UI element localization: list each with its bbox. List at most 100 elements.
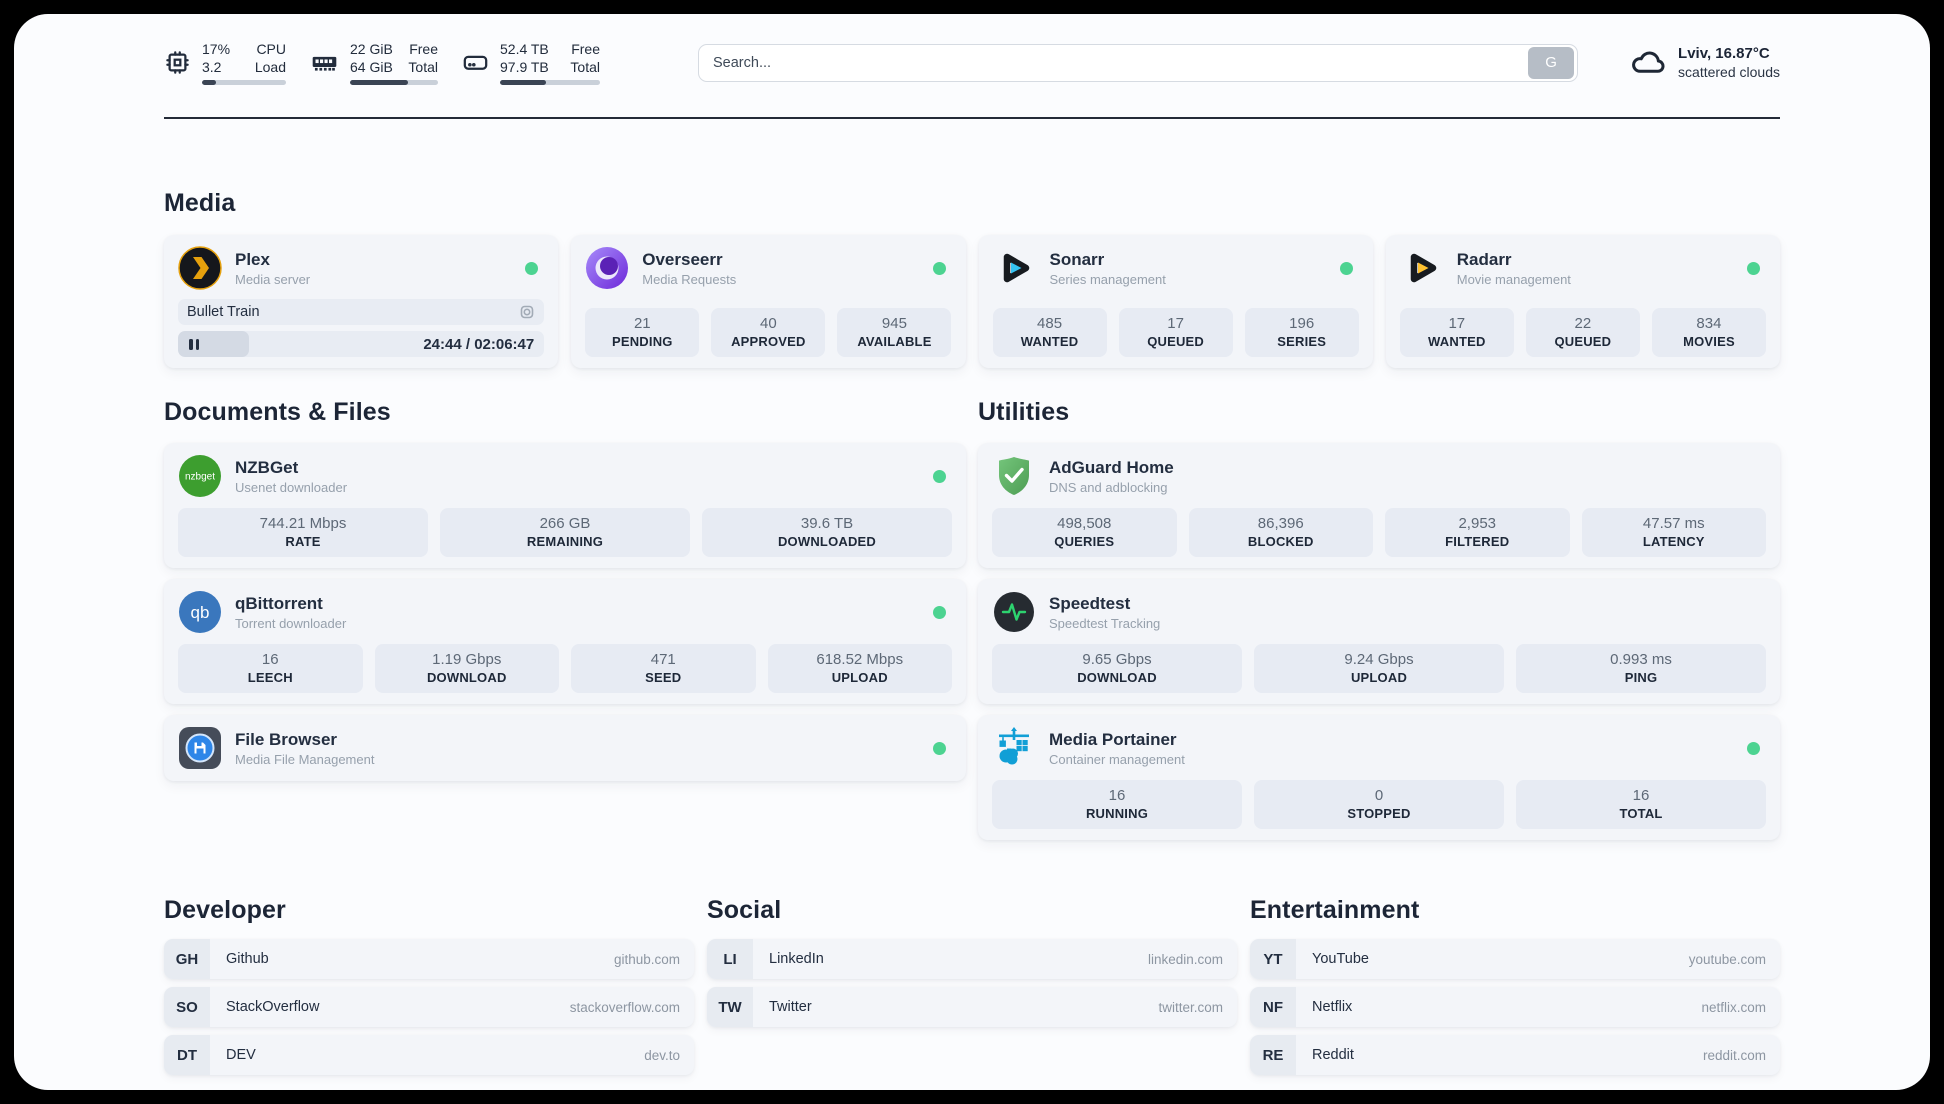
playback-progress-bar: 24:44 / 02:06:47 bbox=[178, 331, 545, 358]
app-card-filebrowser[interactable]: File Browser Media File Management bbox=[164, 715, 966, 782]
app-card-plex[interactable]: Plex Media server Bullet Train bbox=[164, 235, 559, 369]
stat-pill: 834 MOVIES bbox=[1651, 308, 1766, 358]
app-subtitle: Media Requests bbox=[642, 272, 737, 288]
radarr-icon bbox=[1400, 246, 1444, 290]
bookmark-tag: LI bbox=[707, 939, 753, 980]
qbittorrent-icon: qb bbox=[178, 590, 222, 634]
app-title: AdGuard Home bbox=[1049, 457, 1174, 477]
status-online-dot bbox=[1747, 261, 1760, 275]
cloud-icon bbox=[1630, 45, 1666, 81]
bookmark-tag: RE bbox=[1250, 1035, 1296, 1076]
bookmark-tag: SO bbox=[164, 987, 210, 1028]
app-card-overseerr[interactable]: Overseerr Media Requests 21 PENDING 40 APP… bbox=[571, 235, 966, 369]
top-bar: 17% 3.2 CPU Load bbox=[164, 14, 1780, 86]
app-subtitle: DNS and adblocking bbox=[1049, 480, 1168, 496]
pause-icon[interactable] bbox=[187, 337, 201, 352]
stat-pill: 9.65 Gbps DOWNLOAD bbox=[992, 644, 1242, 694]
section-title-entertainment: Entertainment bbox=[1250, 896, 1420, 925]
status-online-dot bbox=[932, 261, 946, 275]
stat-pill: 1.19 Gbps DOWNLOAD bbox=[374, 644, 559, 694]
bookmark-url: linkedin.com bbox=[1147, 951, 1223, 967]
bookmark-name: Reddit bbox=[1312, 1047, 1354, 1064]
bookmark-url: twitter.com bbox=[1158, 999, 1223, 1015]
ram-icon bbox=[310, 49, 339, 76]
app-title: qBittorrent bbox=[235, 593, 323, 613]
disk-icon bbox=[462, 49, 489, 76]
bookmark-youtube[interactable]: YT YouTube youtube.com bbox=[1250, 939, 1780, 980]
cpu-metric: 17% 3.2 CPU Load bbox=[164, 40, 286, 86]
app-subtitle: Torrent downloader bbox=[235, 616, 347, 632]
app-card-qbittorrent[interactable]: qb qBittorrent Torrent downloader 16 LEEC… bbox=[164, 579, 966, 705]
bookmark-dev[interactable]: DT DEV dev.to bbox=[164, 1035, 694, 1076]
stat-pill: 86,396 BLOCKED bbox=[1188, 508, 1373, 558]
app-card-sonarr[interactable]: Sonarr Series management 485 WANTED 17 QUE… bbox=[978, 235, 1373, 369]
search-bar: G bbox=[698, 43, 1579, 82]
app-subtitle: Media File Management bbox=[235, 752, 375, 768]
app-card-nzbget[interactable]: nzbget NZBGet Usenet downloader 744.21 M… bbox=[164, 443, 966, 569]
now-playing-title: Bullet Train bbox=[187, 304, 260, 321]
bookmark-name: YouTube bbox=[1312, 951, 1369, 968]
disk-free-label: Free bbox=[571, 41, 600, 57]
ram-progress-bar bbox=[350, 80, 438, 86]
stat-pill: 47.57 ms LATENCY bbox=[1581, 508, 1766, 558]
bookmark-linkedin[interactable]: LI LinkedIn linkedin.com bbox=[707, 939, 1237, 980]
overseerr-icon bbox=[585, 246, 629, 290]
search-engine-button[interactable]: G bbox=[1528, 46, 1575, 79]
bookmark-tag: TW bbox=[707, 987, 753, 1028]
bookmark-name: LinkedIn bbox=[769, 951, 824, 968]
app-card-portainer[interactable]: Media Portainer Container management 16 R… bbox=[978, 715, 1780, 841]
bookmark-github[interactable]: GH Github github.com bbox=[164, 939, 694, 980]
bookmark-reddit[interactable]: RE Reddit reddit.com bbox=[1250, 1035, 1780, 1076]
app-card-adguard[interactable]: AdGuard Home DNS and adblocking 498,508 Q… bbox=[978, 443, 1780, 569]
ram-total-value: 64 GiB bbox=[350, 59, 393, 76]
cpu-usage-value: 17% bbox=[202, 41, 231, 57]
weather-location-temp: Lviv, 16.87°C bbox=[1678, 45, 1770, 63]
svg-text:nzbget: nzbget bbox=[185, 472, 215, 483]
dashboard-panel: 17% 3.2 CPU Load bbox=[14, 14, 1930, 1090]
stat-pill: 471 SEED bbox=[571, 644, 756, 694]
app-card-radarr[interactable]: Radarr Movie management 17 WANTED 22 QUEUE… bbox=[1385, 235, 1780, 369]
bookmark-name: StackOverflow bbox=[226, 999, 320, 1016]
system-metrics: 17% 3.2 CPU Load bbox=[164, 40, 600, 86]
stat-pill: 0 STOPPED bbox=[1254, 780, 1504, 830]
stat-pill: 17 WANTED bbox=[1399, 308, 1514, 358]
bookmark-name: Netflix bbox=[1312, 999, 1353, 1016]
bookmark-twitter[interactable]: TW Twitter twitter.com bbox=[707, 987, 1237, 1028]
stat-pill: 945 AVAILABLE bbox=[837, 308, 952, 358]
filebrowser-icon bbox=[178, 726, 222, 770]
cpu-icon bbox=[164, 49, 191, 76]
cpu-load-label: Load bbox=[254, 59, 286, 76]
search-input[interactable] bbox=[699, 44, 1529, 81]
bookmark-stackoverflow[interactable]: SO StackOverflow stackoverflow.com bbox=[164, 987, 694, 1028]
ram-free-label: Free bbox=[409, 41, 438, 57]
cpu-load-value: 3.2 bbox=[202, 59, 222, 76]
app-title: Speedtest bbox=[1049, 593, 1131, 613]
cpu-usage-label: CPU bbox=[256, 41, 286, 57]
stat-pill: 16 RUNNING bbox=[992, 780, 1242, 830]
status-online-dot bbox=[525, 261, 539, 275]
app-title: Media Portainer bbox=[1049, 729, 1177, 749]
stat-pill: 498,508 QUERIES bbox=[992, 508, 1177, 558]
bookmark-netflix[interactable]: NF Netflix netflix.com bbox=[1250, 987, 1780, 1028]
disk-progress-bar bbox=[500, 80, 600, 86]
stat-pill: 40 APPROVED bbox=[711, 308, 826, 358]
bookmark-url: youtube.com bbox=[1688, 951, 1766, 967]
app-title: Sonarr bbox=[1049, 249, 1105, 269]
app-title: Plex bbox=[235, 249, 270, 269]
app-title: Overseerr bbox=[642, 249, 723, 269]
bookmark-tag: GH bbox=[164, 939, 210, 980]
playback-time: 24:44 / 02:06:47 bbox=[423, 335, 535, 353]
status-online-dot bbox=[1747, 741, 1760, 755]
sonarr-icon bbox=[993, 246, 1037, 290]
stat-pill: 744.21 Mbps RATE bbox=[178, 508, 428, 558]
app-title: File Browser bbox=[235, 729, 338, 749]
disk-total-label: Total bbox=[570, 59, 600, 76]
section-title-utilities: Utilities bbox=[978, 398, 1070, 427]
section-title-social: Social bbox=[707, 896, 782, 925]
ram-total-label: Total bbox=[408, 59, 438, 76]
section-title-documents: Documents & Files bbox=[164, 398, 391, 427]
stat-pill: 16 LEECH bbox=[178, 644, 363, 694]
app-card-speedtest[interactable]: Speedtest Speedtest Tracking 9.65 Gbps DO… bbox=[978, 579, 1780, 705]
stat-pill: 0.993 ms PING bbox=[1516, 644, 1766, 694]
stat-pill: 196 SERIES bbox=[1244, 308, 1359, 358]
